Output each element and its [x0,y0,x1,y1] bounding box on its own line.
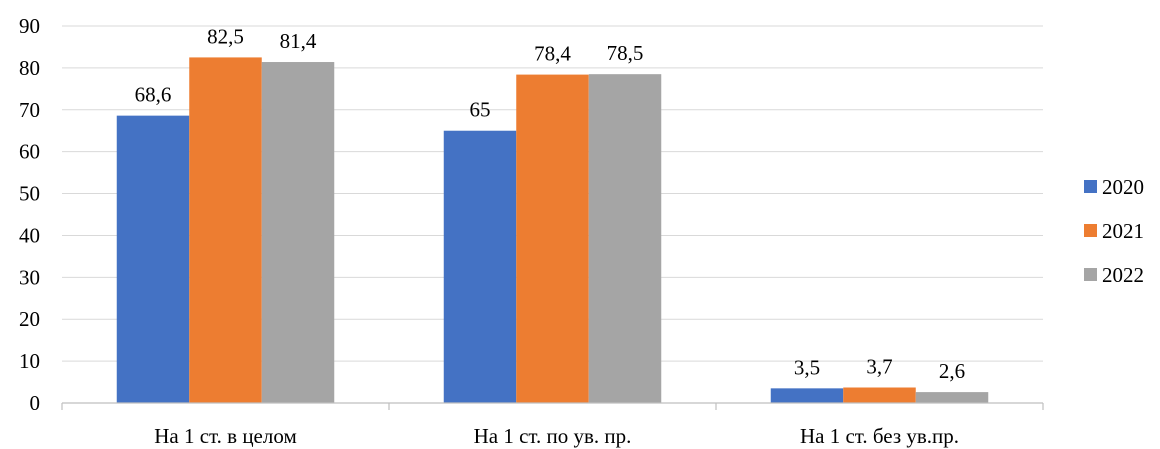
legend-swatch-2022 [1084,268,1097,281]
bar-2022-2 [915,392,989,403]
bar-2022-0 [261,62,335,403]
data-label: 2,6 [939,359,965,383]
bar-2020-0 [116,115,190,404]
y-tick-label: 80 [19,56,40,80]
data-label: 68,6 [135,83,172,107]
legend-swatch-2020 [1084,180,1097,193]
legend-swatch-2021 [1084,224,1097,237]
data-labels: 68,6 82,5 81,4 65 78,4 78,5 3,5 3,7 2,6 [135,24,966,383]
data-label: 3,5 [794,355,820,379]
x-tick-label: На 1 ст. в целом [154,424,297,448]
data-label: 78,5 [607,41,644,65]
x-tick-label: На 1 ст. без ув.пр. [800,424,959,448]
data-label: 78,4 [534,42,571,66]
data-label: 65 [470,98,491,122]
x-tick-label: На 1 ст. по ув. пр. [474,424,632,448]
bar-2021-2 [843,387,916,403]
y-tick-label: 10 [19,349,40,373]
y-tick-label: 50 [19,182,40,206]
bar-2021-1 [516,74,589,403]
y-tick-label: 40 [19,223,40,247]
legend-label: 2022 [1102,263,1144,287]
axes: 0 10 20 30 40 50 60 70 80 90 На 1 ст. в целом На 1 … [19,14,1044,448]
bar-2021-0 [189,57,262,404]
bars [116,57,989,404]
legend-label: 2021 [1102,219,1144,243]
y-tick-label: 60 [19,140,40,164]
bar-2020-2 [770,388,844,403]
bar-2022-1 [588,74,662,403]
y-tick-label: 90 [19,14,40,38]
bar-2020-1 [443,130,517,403]
y-tick-label: 30 [19,265,40,289]
data-label: 3,7 [866,355,892,379]
y-tick-label: 70 [19,98,40,122]
y-tick-label: 0 [30,391,41,415]
y-tick-label: 20 [19,307,40,331]
data-label: 82,5 [207,24,244,48]
legend: 2020 2021 2022 [1084,175,1144,287]
data-label: 81,4 [280,29,317,53]
legend-label: 2020 [1102,175,1144,199]
